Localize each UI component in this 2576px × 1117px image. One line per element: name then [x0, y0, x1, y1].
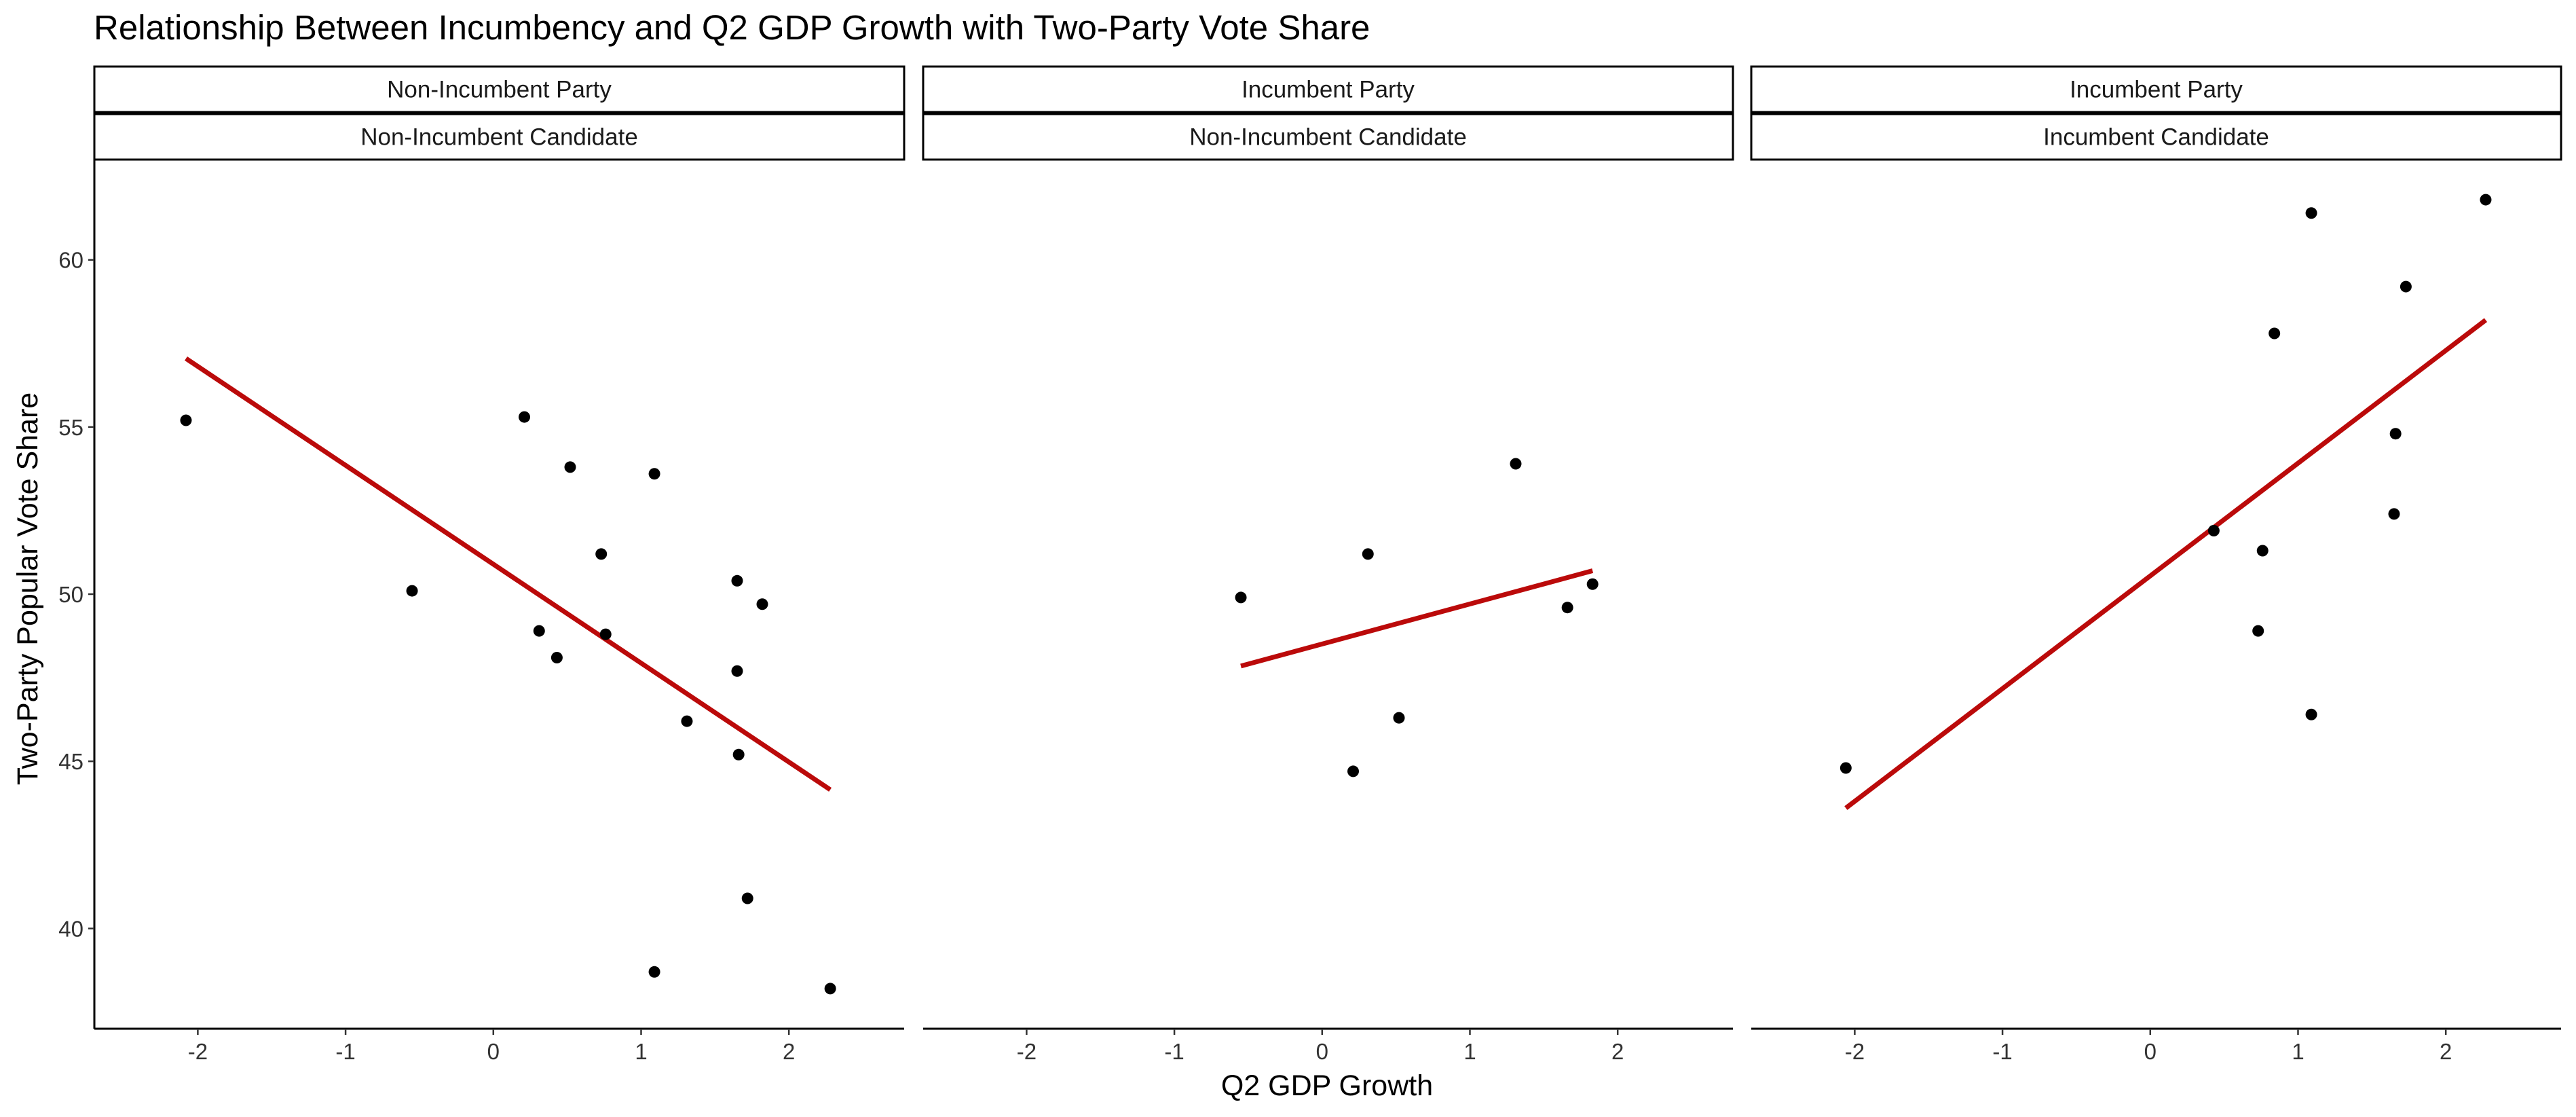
strip-bottom-label: Non-Incumbent Candidate	[360, 124, 638, 151]
strip-top-box	[1750, 65, 2562, 113]
x-tick-label: 1	[1463, 1039, 1476, 1064]
x-axis-title: Q2 GDP Growth	[1221, 1069, 1433, 1102]
x-tick-label: 0	[487, 1039, 500, 1064]
x-tick-label: 1	[2292, 1039, 2304, 1064]
data-point	[648, 966, 660, 978]
strip-top-label: Incumbent Party	[2070, 77, 2243, 103]
x-tick-label: 2	[1611, 1039, 1624, 1064]
x-tick-label: -1	[1992, 1039, 2012, 1064]
regression-line	[185, 356, 832, 792]
x-tick-label: 2	[783, 1039, 795, 1064]
strip-bottom-box	[922, 113, 1734, 161]
y-axis-title: Two-Party Popular Vote Share	[12, 392, 44, 785]
facet-panel-1: Non-Incumbent Party Non-Incumbent Candida…	[93, 65, 906, 1064]
data-point	[564, 461, 576, 473]
strip-top-label: Incumbent Party	[1242, 77, 1415, 103]
strip-bottom-box	[1750, 113, 2562, 161]
y-tick-label: 45	[58, 749, 83, 774]
data-point	[2207, 524, 2220, 536]
x-tick-label: -2	[1017, 1039, 1037, 1064]
y-tick-label: 40	[58, 916, 83, 941]
facet-panel-2: Incumbent Party Non-Incumbent Candidate -2…	[922, 65, 1734, 1064]
data-point	[1347, 765, 1360, 777]
data-point	[2269, 327, 2281, 340]
facet-panels: Non-Incumbent Party Non-Incumbent Candida…	[93, 65, 2562, 1064]
strip-top-box	[922, 65, 1734, 113]
data-point	[2388, 508, 2400, 520]
x-tick-label: -2	[1845, 1039, 1865, 1064]
regression-line	[1240, 568, 1594, 669]
data-point	[533, 625, 545, 637]
data-point	[599, 628, 612, 640]
strip-top-label: Non-Incumbent Party	[387, 77, 612, 103]
data-point	[2252, 625, 2264, 637]
data-point	[731, 574, 743, 587]
data-point	[648, 468, 660, 480]
y-axis: 40 45 50 55 60	[58, 160, 96, 1029]
y-tick-label: 55	[58, 415, 83, 440]
x-tick-label: 0	[1316, 1039, 1328, 1064]
x-tick-label: -1	[1164, 1039, 1184, 1064]
data-point	[1561, 602, 1573, 614]
regression-line	[1844, 318, 2488, 810]
data-point	[1393, 712, 1405, 724]
data-point	[2305, 207, 2317, 219]
y-tick-label: 60	[58, 248, 83, 273]
data-point	[1586, 578, 1599, 590]
data-point	[681, 715, 693, 727]
data-point	[756, 598, 768, 610]
data-point	[595, 548, 608, 560]
data-point	[1235, 591, 1247, 604]
data-point	[1362, 548, 1374, 560]
strip-bottom-label: Incumbent Candidate	[2043, 124, 2269, 151]
strip-bottom-label: Non-Incumbent Candidate	[1189, 124, 1467, 151]
y-tick-label: 50	[58, 582, 83, 607]
x-tick-label: 1	[635, 1039, 647, 1064]
data-point	[2400, 280, 2412, 293]
data-point	[741, 892, 753, 904]
strip-top-box	[93, 65, 906, 113]
data-point	[731, 665, 743, 677]
data-point	[180, 414, 192, 426]
x-tick-label: -1	[335, 1039, 355, 1064]
data-point	[2305, 708, 2317, 720]
data-point	[519, 411, 531, 423]
facet-panel-3: Incumbent Party Incumbent Candidate -2 -1 0 1…	[1750, 65, 2562, 1064]
data-point	[1840, 762, 1852, 774]
data-point	[2256, 545, 2269, 557]
strip-bottom-box	[93, 113, 906, 161]
data-point	[550, 652, 563, 664]
x-tick-label: 2	[2440, 1039, 2452, 1064]
x-tick-label: 0	[2144, 1039, 2157, 1064]
data-point	[2389, 428, 2402, 440]
chart-title: Relationship Between Incumbency and Q2 G…	[94, 8, 1370, 47]
data-point	[824, 983, 836, 995]
data-point	[2480, 194, 2492, 206]
data-point	[406, 585, 418, 597]
data-point	[1510, 458, 1522, 470]
data-point	[732, 748, 745, 761]
x-tick-label: -2	[188, 1039, 208, 1064]
